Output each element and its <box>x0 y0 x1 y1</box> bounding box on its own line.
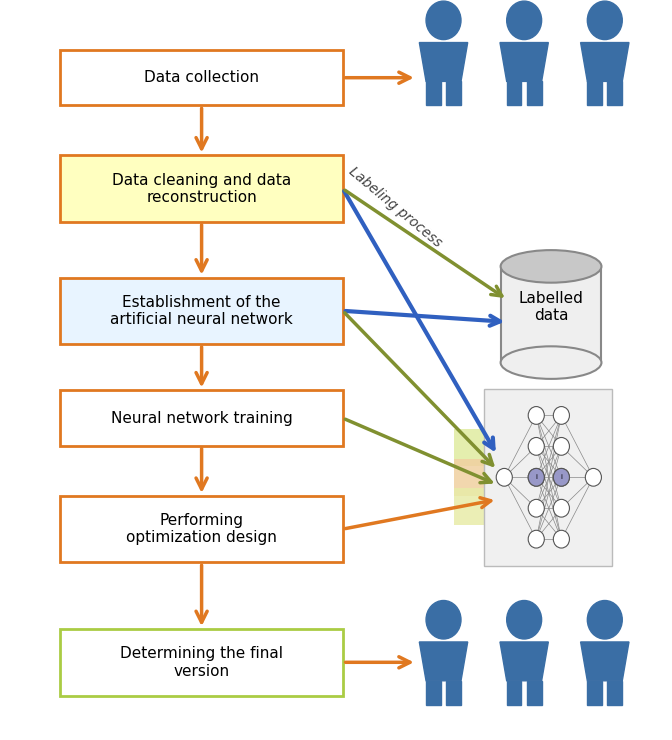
Polygon shape <box>581 42 629 81</box>
Polygon shape <box>419 642 468 681</box>
Polygon shape <box>507 681 521 704</box>
Circle shape <box>528 437 544 455</box>
Circle shape <box>528 531 544 548</box>
FancyBboxPatch shape <box>60 390 343 445</box>
Circle shape <box>553 468 569 486</box>
Circle shape <box>528 468 544 486</box>
Circle shape <box>587 601 622 639</box>
FancyBboxPatch shape <box>60 50 343 105</box>
Polygon shape <box>500 642 548 681</box>
Text: i: i <box>536 474 537 480</box>
Text: Labeling process: Labeling process <box>346 164 444 250</box>
Polygon shape <box>527 81 542 105</box>
FancyBboxPatch shape <box>60 155 343 222</box>
Text: Establishment of the
artificial neural network: Establishment of the artificial neural n… <box>110 295 293 327</box>
Circle shape <box>528 500 544 517</box>
Circle shape <box>553 500 569 517</box>
Polygon shape <box>607 81 622 105</box>
Circle shape <box>507 601 542 639</box>
Polygon shape <box>446 681 461 704</box>
Polygon shape <box>446 81 461 105</box>
Text: i: i <box>560 474 562 480</box>
Polygon shape <box>507 81 521 105</box>
Polygon shape <box>607 681 622 704</box>
FancyBboxPatch shape <box>60 629 343 696</box>
Text: Labelled
data: Labelled data <box>519 291 583 323</box>
Text: Data collection: Data collection <box>144 70 259 85</box>
Bar <box>484 388 612 566</box>
Bar <box>454 429 487 466</box>
Circle shape <box>426 1 461 39</box>
Circle shape <box>585 468 601 486</box>
Polygon shape <box>581 642 629 681</box>
Bar <box>454 488 487 525</box>
Polygon shape <box>426 681 441 704</box>
Circle shape <box>426 601 461 639</box>
Circle shape <box>553 531 569 548</box>
FancyBboxPatch shape <box>60 496 343 562</box>
Bar <box>501 266 601 363</box>
Circle shape <box>553 406 569 424</box>
Ellipse shape <box>501 250 601 283</box>
Polygon shape <box>587 681 602 704</box>
Text: Performing
optimization design: Performing optimization design <box>126 513 277 545</box>
Polygon shape <box>426 81 441 105</box>
Circle shape <box>528 406 544 424</box>
Polygon shape <box>527 681 542 704</box>
Circle shape <box>496 468 512 486</box>
Polygon shape <box>587 81 602 105</box>
Polygon shape <box>419 42 468 81</box>
Text: Determining the final
version: Determining the final version <box>120 646 283 679</box>
Circle shape <box>528 468 544 486</box>
Circle shape <box>553 468 569 486</box>
Circle shape <box>587 1 622 39</box>
Polygon shape <box>500 42 548 81</box>
Text: Data cleaning and data
reconstruction: Data cleaning and data reconstruction <box>112 172 291 205</box>
Text: Neural network training: Neural network training <box>111 411 292 426</box>
Ellipse shape <box>501 346 601 379</box>
Circle shape <box>507 1 542 39</box>
FancyBboxPatch shape <box>60 278 343 344</box>
Bar <box>454 459 487 496</box>
Circle shape <box>553 437 569 455</box>
